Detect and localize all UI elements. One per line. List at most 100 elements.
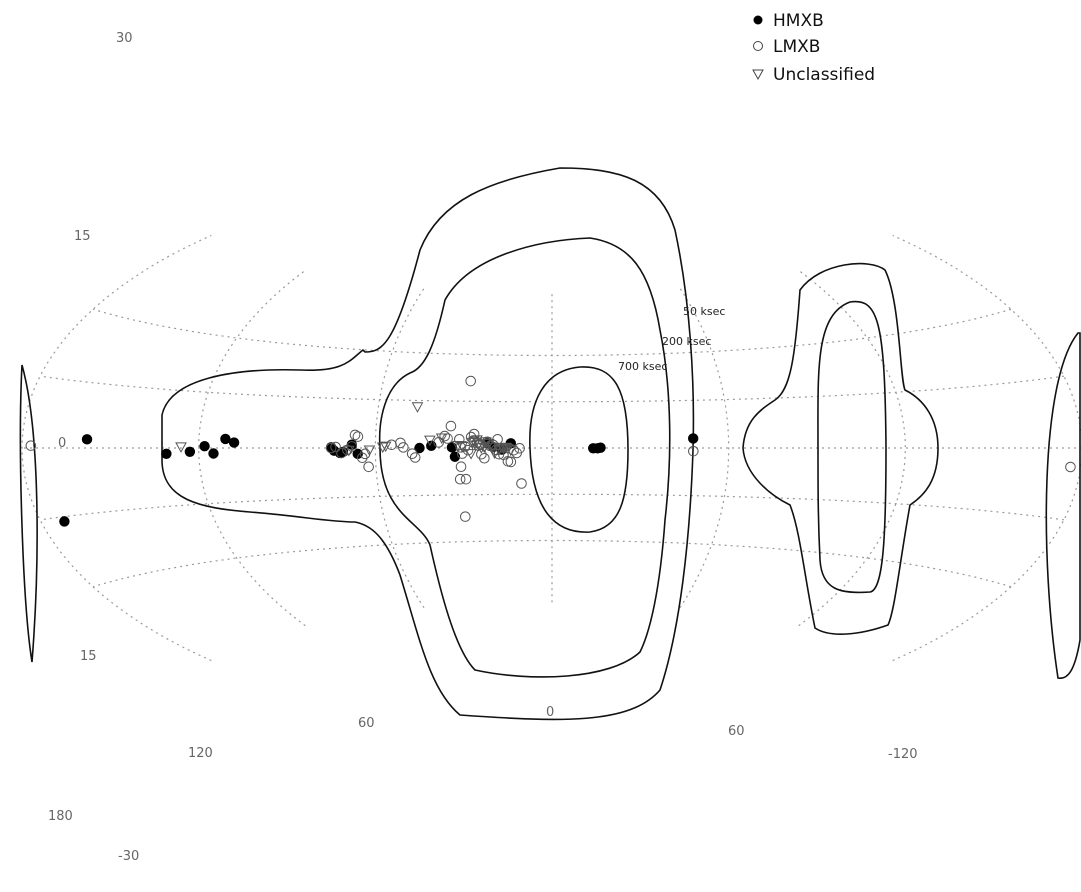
contour-label-50ksec: 50 ksec bbox=[683, 305, 725, 318]
point-hmxb bbox=[352, 448, 363, 460]
point-hmxb bbox=[228, 437, 240, 448]
lon-tick-label: 180 bbox=[48, 809, 73, 824]
point-unclassified bbox=[411, 402, 424, 413]
point-unclassified bbox=[376, 442, 389, 454]
legend-label-lmxb: LMXB bbox=[773, 37, 820, 57]
contour-50ksec bbox=[161, 167, 695, 721]
point-lmxb bbox=[454, 473, 466, 485]
point-unclassified bbox=[465, 449, 477, 460]
contour-right-edge bbox=[1045, 332, 1081, 679]
point-unclassified bbox=[363, 445, 376, 456]
longitude-gridline bbox=[21, 234, 212, 662]
source-points bbox=[25, 375, 1076, 527]
point-lmxb bbox=[349, 429, 361, 441]
point-lmxb bbox=[442, 433, 453, 444]
point-lmxb bbox=[456, 448, 468, 459]
point-lmxb bbox=[1065, 461, 1076, 473]
point-lmxb bbox=[459, 511, 471, 522]
lat-tick-label: 30 bbox=[116, 31, 133, 46]
point-unclassified bbox=[500, 442, 513, 454]
contour-label-200ksec: 200 ksec bbox=[662, 335, 711, 348]
point-unclassified bbox=[451, 441, 464, 452]
contour-right-outer bbox=[742, 262, 939, 635]
point-lmxb bbox=[25, 440, 37, 451]
point-lmxb bbox=[455, 461, 467, 473]
point-unclassified bbox=[504, 445, 517, 457]
lat-tick-label: -30 bbox=[118, 849, 139, 864]
point-hmxb bbox=[161, 448, 172, 460]
point-unclassified bbox=[175, 442, 187, 453]
exposure-contours: 50 ksec 200 ksec 700 ksec bbox=[19, 167, 1081, 721]
point-unclassified bbox=[487, 442, 499, 454]
point-lmxb bbox=[325, 442, 337, 454]
point-lmxb bbox=[439, 430, 450, 442]
point-hmxb bbox=[184, 446, 196, 457]
point-lmxb bbox=[479, 452, 490, 464]
point-lmxb bbox=[352, 431, 364, 442]
point-lmxb bbox=[508, 444, 520, 456]
longitude-gridline bbox=[679, 287, 730, 609]
point-unclassified bbox=[493, 445, 505, 456]
point-lmxb bbox=[465, 375, 476, 387]
point-lmxb bbox=[688, 445, 699, 457]
legend-marker-hmxb bbox=[753, 15, 763, 25]
point-lmxb bbox=[336, 447, 347, 459]
point-unclassified bbox=[435, 433, 448, 444]
latitude-gridline bbox=[40, 493, 1064, 521]
contour-200ksec bbox=[378, 237, 671, 678]
coordinate-grid bbox=[21, 234, 1081, 662]
lon-tick-label: -120 bbox=[888, 747, 918, 762]
point-lmxb bbox=[505, 456, 517, 468]
contour-700ksec bbox=[529, 366, 629, 533]
axis-tick-labels: 30 15 0 15 -30 180 120 60 0 60 -120 bbox=[48, 31, 918, 864]
lon-tick-label: 60 bbox=[728, 724, 745, 739]
point-unclassified bbox=[475, 443, 488, 454]
lat-tick-label: 15 bbox=[74, 229, 91, 244]
point-hmxb bbox=[59, 516, 70, 527]
point-unclassified bbox=[482, 438, 495, 450]
point-hmxb bbox=[208, 448, 219, 459]
point-unclassified bbox=[501, 444, 514, 455]
point-unclassified bbox=[488, 448, 501, 459]
point-hmxb bbox=[199, 440, 210, 452]
point-hmxb bbox=[220, 433, 231, 445]
point-lmxb bbox=[445, 420, 457, 432]
point-hmxb bbox=[688, 433, 699, 444]
lon-tick-label: 60 bbox=[358, 716, 375, 731]
contour-left-edge bbox=[19, 364, 38, 663]
point-lmxb bbox=[363, 461, 374, 473]
legend-label-hmxb: HMXB bbox=[773, 11, 824, 31]
point-lmxb bbox=[409, 452, 421, 463]
lat-tick-label: 15 bbox=[80, 649, 97, 664]
point-hmxb bbox=[81, 434, 93, 445]
point-lmxb bbox=[398, 442, 409, 453]
point-lmxb bbox=[516, 478, 527, 489]
contour-right-inner bbox=[817, 300, 887, 594]
point-lmxb bbox=[330, 441, 341, 453]
point-lmxb bbox=[454, 433, 465, 445]
legend: HMXB LMXB Unclassified bbox=[752, 11, 875, 85]
longitude-gridline bbox=[892, 234, 1081, 662]
point-unclassified bbox=[468, 436, 480, 448]
lon-tick-label: 0 bbox=[546, 705, 554, 720]
point-lmxb bbox=[406, 448, 418, 460]
point-hmxb bbox=[414, 442, 425, 454]
longitude-gridline bbox=[198, 269, 306, 627]
point-hmxb bbox=[595, 442, 606, 453]
point-unclassified bbox=[342, 445, 355, 457]
longitude-gridline bbox=[798, 269, 906, 627]
legend-marker-unclassified bbox=[752, 69, 764, 81]
point-lmxb bbox=[460, 473, 472, 485]
point-unclassified bbox=[424, 435, 436, 447]
point-unclassified bbox=[379, 441, 392, 453]
longitude-gridline bbox=[374, 287, 425, 609]
lat-tick-label: 0 bbox=[58, 436, 66, 451]
legend-label-unclassified: Unclassified bbox=[773, 65, 875, 85]
contour-label-700ksec: 700 ksec bbox=[618, 360, 667, 373]
lon-tick-label: 120 bbox=[188, 746, 213, 761]
point-unclassified bbox=[479, 437, 492, 448]
point-unclassified bbox=[456, 441, 469, 453]
legend-marker-lmxb bbox=[753, 41, 763, 51]
